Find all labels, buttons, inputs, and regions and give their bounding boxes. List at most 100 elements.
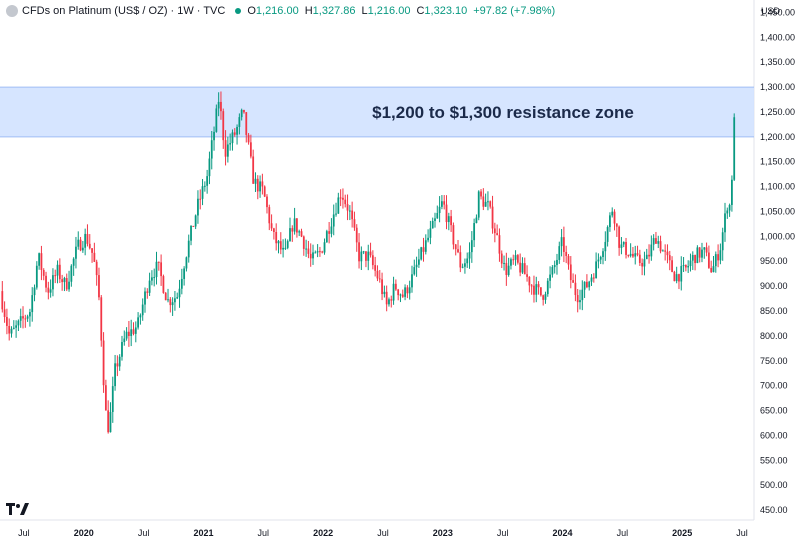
symbol-title[interactable]: CFDs on Platinum (US$ / OZ) · 1W · TVC bbox=[22, 5, 226, 17]
candle-body bbox=[417, 259, 420, 265]
candle-body bbox=[436, 213, 439, 219]
candle-body bbox=[634, 253, 637, 257]
price-tick-label: 900.00 bbox=[760, 281, 788, 291]
candle-body bbox=[185, 257, 188, 269]
candle-body bbox=[259, 181, 261, 192]
candle-body bbox=[312, 252, 314, 259]
candle-body bbox=[296, 218, 298, 233]
candle-body bbox=[539, 287, 542, 296]
close-value: 1,323.10 bbox=[424, 5, 468, 17]
candle-body bbox=[530, 285, 533, 287]
candle-body bbox=[81, 247, 84, 251]
price-tick-label: 1,100.00 bbox=[760, 182, 795, 192]
candle-body bbox=[447, 216, 450, 223]
price-tick-label: 800.00 bbox=[760, 331, 788, 341]
candle-body bbox=[40, 253, 43, 270]
candle-body bbox=[526, 274, 528, 277]
candle-body bbox=[643, 259, 646, 267]
candle-body bbox=[335, 213, 337, 215]
candle-body bbox=[339, 197, 342, 199]
candle-body bbox=[701, 249, 703, 258]
currency-label[interactable]: USD bbox=[761, 6, 781, 16]
candle-body bbox=[268, 207, 271, 224]
candle-body bbox=[390, 299, 393, 301]
candle-body bbox=[597, 259, 600, 262]
time-tick-label: 2022 bbox=[313, 528, 333, 538]
candle-body bbox=[733, 117, 736, 180]
candle-body bbox=[491, 206, 494, 229]
candle-body bbox=[319, 251, 321, 253]
candle-body bbox=[328, 231, 331, 234]
candle-body bbox=[77, 239, 80, 247]
candle-body bbox=[615, 223, 618, 227]
candle-body bbox=[208, 158, 211, 177]
price-tick-label: 750.00 bbox=[760, 356, 788, 366]
candle-body bbox=[344, 199, 347, 205]
candle-body bbox=[731, 179, 733, 205]
candle-body bbox=[480, 191, 482, 197]
candle-body bbox=[213, 131, 215, 141]
candle-body bbox=[588, 281, 591, 288]
candle-body bbox=[180, 278, 183, 289]
candle-body bbox=[682, 265, 685, 267]
candle-body bbox=[190, 225, 192, 241]
candle-body bbox=[17, 320, 20, 326]
candle-body bbox=[719, 250, 722, 261]
price-tick-label: 600.00 bbox=[760, 430, 788, 440]
candle-body bbox=[49, 289, 52, 293]
candle-body bbox=[229, 143, 232, 145]
candle-body bbox=[609, 215, 611, 228]
candle-body bbox=[528, 276, 531, 286]
candle-body bbox=[500, 253, 503, 264]
candle-body bbox=[114, 363, 116, 387]
change-value: +97.82 (+7.98%) bbox=[473, 5, 556, 17]
candle-body bbox=[484, 201, 487, 207]
candle-body bbox=[217, 101, 220, 109]
candle-body bbox=[411, 274, 413, 288]
time-tick-label: Jul bbox=[258, 528, 270, 538]
candle-body bbox=[657, 241, 660, 244]
candle-body bbox=[132, 329, 135, 334]
candle-body bbox=[457, 249, 459, 253]
candle-body bbox=[342, 197, 344, 200]
time-axis[interactable]: Jul 2020 Jul 2021 Jul 2022 Jul 2023 Jul 2024 Jul 20… bbox=[18, 528, 748, 538]
candle-body bbox=[473, 223, 476, 241]
candle-body bbox=[141, 304, 144, 316]
candle-body bbox=[567, 256, 570, 265]
price-tick-label: 1,150.00 bbox=[760, 157, 795, 167]
candle-body bbox=[24, 318, 27, 320]
candle-body bbox=[337, 197, 340, 214]
time-tick-label: 2020 bbox=[74, 528, 94, 538]
tradingview-logo-icon[interactable] bbox=[6, 503, 30, 515]
candle-body bbox=[321, 251, 324, 253]
candle-body bbox=[109, 412, 112, 433]
candle-body bbox=[139, 315, 142, 318]
candle-body bbox=[576, 295, 579, 303]
price-axis[interactable]: 450.00 500.00 550.00 600.00 650.00 700.00 750.… bbox=[760, 7, 795, 515]
candle-body bbox=[650, 244, 653, 257]
candle-body bbox=[84, 233, 87, 248]
candle-body bbox=[240, 109, 243, 118]
candle-body bbox=[632, 253, 634, 257]
candle-body bbox=[107, 410, 110, 433]
candle-body bbox=[544, 294, 547, 300]
candle-body bbox=[174, 298, 176, 303]
candle-body bbox=[461, 266, 464, 268]
candle-body bbox=[314, 252, 317, 254]
candle-body bbox=[79, 239, 82, 251]
candle-body bbox=[316, 251, 319, 253]
candle-body bbox=[65, 278, 68, 290]
candle-body bbox=[8, 325, 11, 334]
candle-body bbox=[254, 178, 257, 184]
candle-body bbox=[392, 283, 395, 301]
candle-body bbox=[569, 264, 572, 281]
resistance-zone[interactable] bbox=[0, 87, 754, 137]
candle-body bbox=[31, 295, 34, 313]
candle-body bbox=[572, 280, 574, 283]
candle-body bbox=[383, 291, 386, 295]
candle-body bbox=[668, 255, 671, 261]
candle-body bbox=[397, 289, 400, 296]
candle-body bbox=[429, 228, 432, 238]
candle-body bbox=[678, 274, 680, 282]
